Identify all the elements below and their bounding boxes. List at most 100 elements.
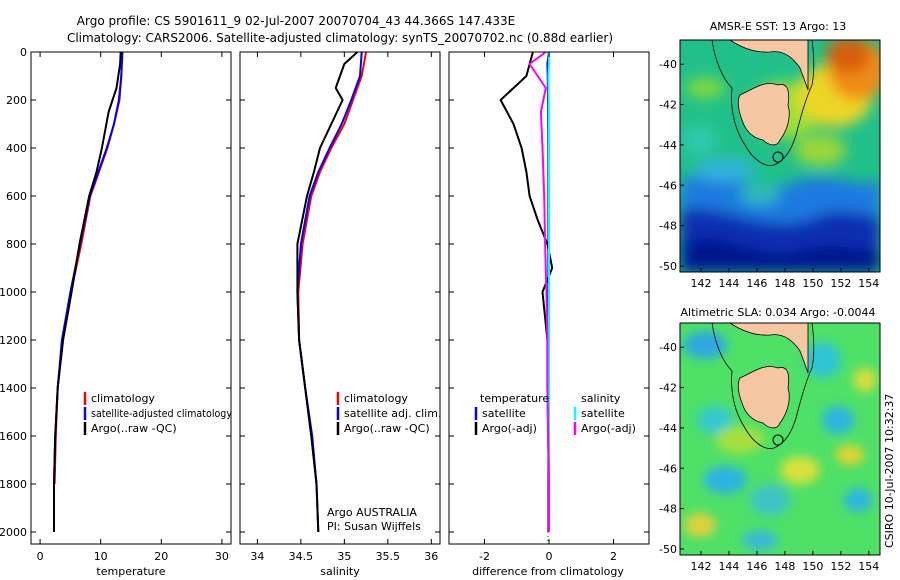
salinity-plot-lines — [296, 52, 368, 533]
legend-label-argo: Argo(..raw -QC) — [91, 422, 177, 435]
sla-map-panel: Altimetric SLA: 0.034 Argo: -0.0044 — [659, 306, 881, 573]
lat-tick-label: -46 — [659, 462, 677, 475]
mainland-coast — [729, 40, 809, 91]
lat-tick-label: -50 — [659, 260, 677, 273]
legend-label-temperature-satellite: satellite — [482, 407, 526, 420]
principal-investigator-label: PI: Susan Wijffels — [327, 520, 421, 533]
series-line-satellite-adj-clim- — [296, 52, 363, 533]
salinity-xlabel: salinity — [320, 565, 360, 578]
depth-tick-label: 2000 — [0, 526, 27, 539]
argo-position-marker — [772, 151, 784, 163]
depth-tick-label: 200 — [6, 94, 27, 107]
legend-label-temperature-argo: Argo(-adj) — [482, 422, 537, 435]
lat-tick-label: -40 — [659, 58, 677, 71]
legend-title-salinity: salinity — [581, 392, 621, 405]
shelf-contour — [711, 323, 815, 449]
x-tick-label: 10 — [94, 550, 108, 563]
x-tick-label: 0 — [37, 550, 44, 563]
figure-title-line2: Climatology: CARS2006. Satellite-adjuste… — [67, 31, 613, 45]
temperature-plot-lines — [53, 52, 124, 532]
sst-map-lat-ticks: -40 -42 -44 -46 -48 -50 — [659, 58, 684, 273]
difference-x-ticks: -2 0 2 — [479, 52, 617, 563]
series-line-argo-raw-qc- — [53, 52, 122, 532]
depth-tick-label: 1800 — [0, 478, 27, 491]
lon-tick-label: 152 — [830, 277, 851, 290]
x-tick-label: 36 — [424, 550, 438, 563]
lat-tick-label: -42 — [659, 382, 677, 395]
lon-tick-label: 150 — [802, 560, 823, 573]
legend-label-satellite: satellite adj. clim. — [344, 407, 441, 420]
difference-panel: -2 0 2 difference from climatology tempera… — [448, 51, 650, 578]
depth-tick-label: 1200 — [0, 334, 27, 347]
lon-tick-label: 142 — [690, 560, 711, 573]
difference-legend: temperature satellite Argo(-adj) salinit… — [474, 392, 636, 435]
tasmania-landmass — [737, 83, 790, 146]
depth-tick-label: 1400 — [0, 382, 27, 395]
x-tick-label: 2 — [610, 550, 617, 563]
lon-tick-label: 152 — [830, 560, 851, 573]
sst-map-title: AMSR-E SST: 13 Argo: 13 — [710, 20, 847, 33]
x-tick-label: 34.5 — [289, 550, 314, 563]
lat-tick-label: -40 — [659, 341, 677, 354]
salinity-panel-frame — [239, 51, 441, 545]
temperature-panel: 0 10 20 30 0 200 400 600 800 1000 1200 1400 1600 180… — [0, 46, 232, 578]
lat-tick-label: -48 — [659, 220, 677, 233]
x-tick-label: -2 — [479, 550, 490, 563]
lat-tick-label: -44 — [659, 422, 677, 435]
lon-tick-label: 148 — [774, 560, 795, 573]
legend-label-climatology: climatology — [91, 392, 155, 405]
argo-program-label: Argo AUSTRALIA — [327, 506, 417, 519]
tasmania-landmass — [737, 366, 790, 429]
argo-position-marker — [772, 434, 784, 446]
salinity-y-ticks — [240, 51, 440, 533]
sla-map-lat-ticks: -40 -42 -44 -46 -48 -50 — [659, 341, 684, 556]
x-tick-label: 35.5 — [376, 550, 401, 563]
sla-map-lon-ticks: 142 144 146 148 150 152 154 — [690, 551, 879, 573]
footer-timestamp: CSIRO 10-Jul-2007 10:32:37 — [883, 394, 896, 548]
sst-map-lon-ticks: 142 144 146 148 150 152 154 — [690, 268, 879, 290]
lat-tick-label: -44 — [659, 139, 677, 152]
depth-tick-label: 400 — [6, 142, 27, 155]
x-tick-label: 20 — [154, 550, 168, 563]
series-line-argo-adj- — [528, 52, 550, 532]
x-tick-label: 30 — [215, 550, 229, 563]
legend-label-argo: Argo(..raw -QC) — [344, 422, 430, 435]
sla-colour-field — [683, 331, 877, 550]
salinity-x-ticks: 34 34.5 35 35.5 36 — [250, 52, 438, 563]
x-tick-label: 0 — [546, 550, 553, 563]
depth-tick-label: 1000 — [0, 286, 27, 299]
series-line-satellite — [547, 52, 550, 532]
lon-tick-label: 148 — [774, 277, 795, 290]
difference-plot-lines — [499, 52, 554, 532]
lat-tick-label: -50 — [659, 543, 677, 556]
lon-tick-label: 146 — [746, 277, 767, 290]
x-tick-label: 35 — [337, 550, 351, 563]
legend-label-salinity-satellite: satellite — [581, 407, 625, 420]
lon-tick-label: 146 — [746, 560, 767, 573]
depth-tick-label: 600 — [6, 190, 27, 203]
depth-axis-ticks: 0 200 400 600 800 1000 1200 1400 1600 1800 2000 — [0, 46, 231, 539]
series-line-argo-adj- — [499, 52, 554, 532]
shelf-contour — [711, 40, 815, 166]
temperature-x-ticks: 0 10 20 30 — [37, 52, 229, 563]
legend-label-salinity-argo: Argo(-adj) — [581, 422, 636, 435]
series-line-argo-raw-qc- — [296, 52, 359, 533]
lat-tick-label: -46 — [659, 179, 677, 192]
legend-label-climatology: climatology — [344, 392, 408, 405]
series-line-satellite-adjusted-climatology — [53, 52, 124, 532]
depth-tick-label: 0 — [20, 46, 27, 59]
temperature-panel-frame — [30, 51, 232, 545]
legend-label-satellite-adjusted: satellite-adjusted climatology — [91, 407, 232, 420]
temperature-xlabel: temperature — [96, 565, 165, 578]
lat-tick-label: -42 — [659, 99, 677, 112]
salinity-panel: 34 34.5 35 35.5 36 salinity climatology sate… — [239, 51, 441, 578]
lon-tick-label: 150 — [802, 277, 823, 290]
mainland-coast — [729, 323, 809, 374]
depth-tick-label: 1600 — [0, 430, 27, 443]
difference-y-ticks — [449, 51, 649, 533]
lat-tick-label: -48 — [659, 503, 677, 516]
figure-title-line1: Argo profile: CS 5901611_9 02-Jul-2007 2… — [77, 14, 515, 28]
temperature-legend: climatology satellite-adjusted climatolo… — [83, 392, 232, 435]
lon-tick-label: 142 — [690, 277, 711, 290]
